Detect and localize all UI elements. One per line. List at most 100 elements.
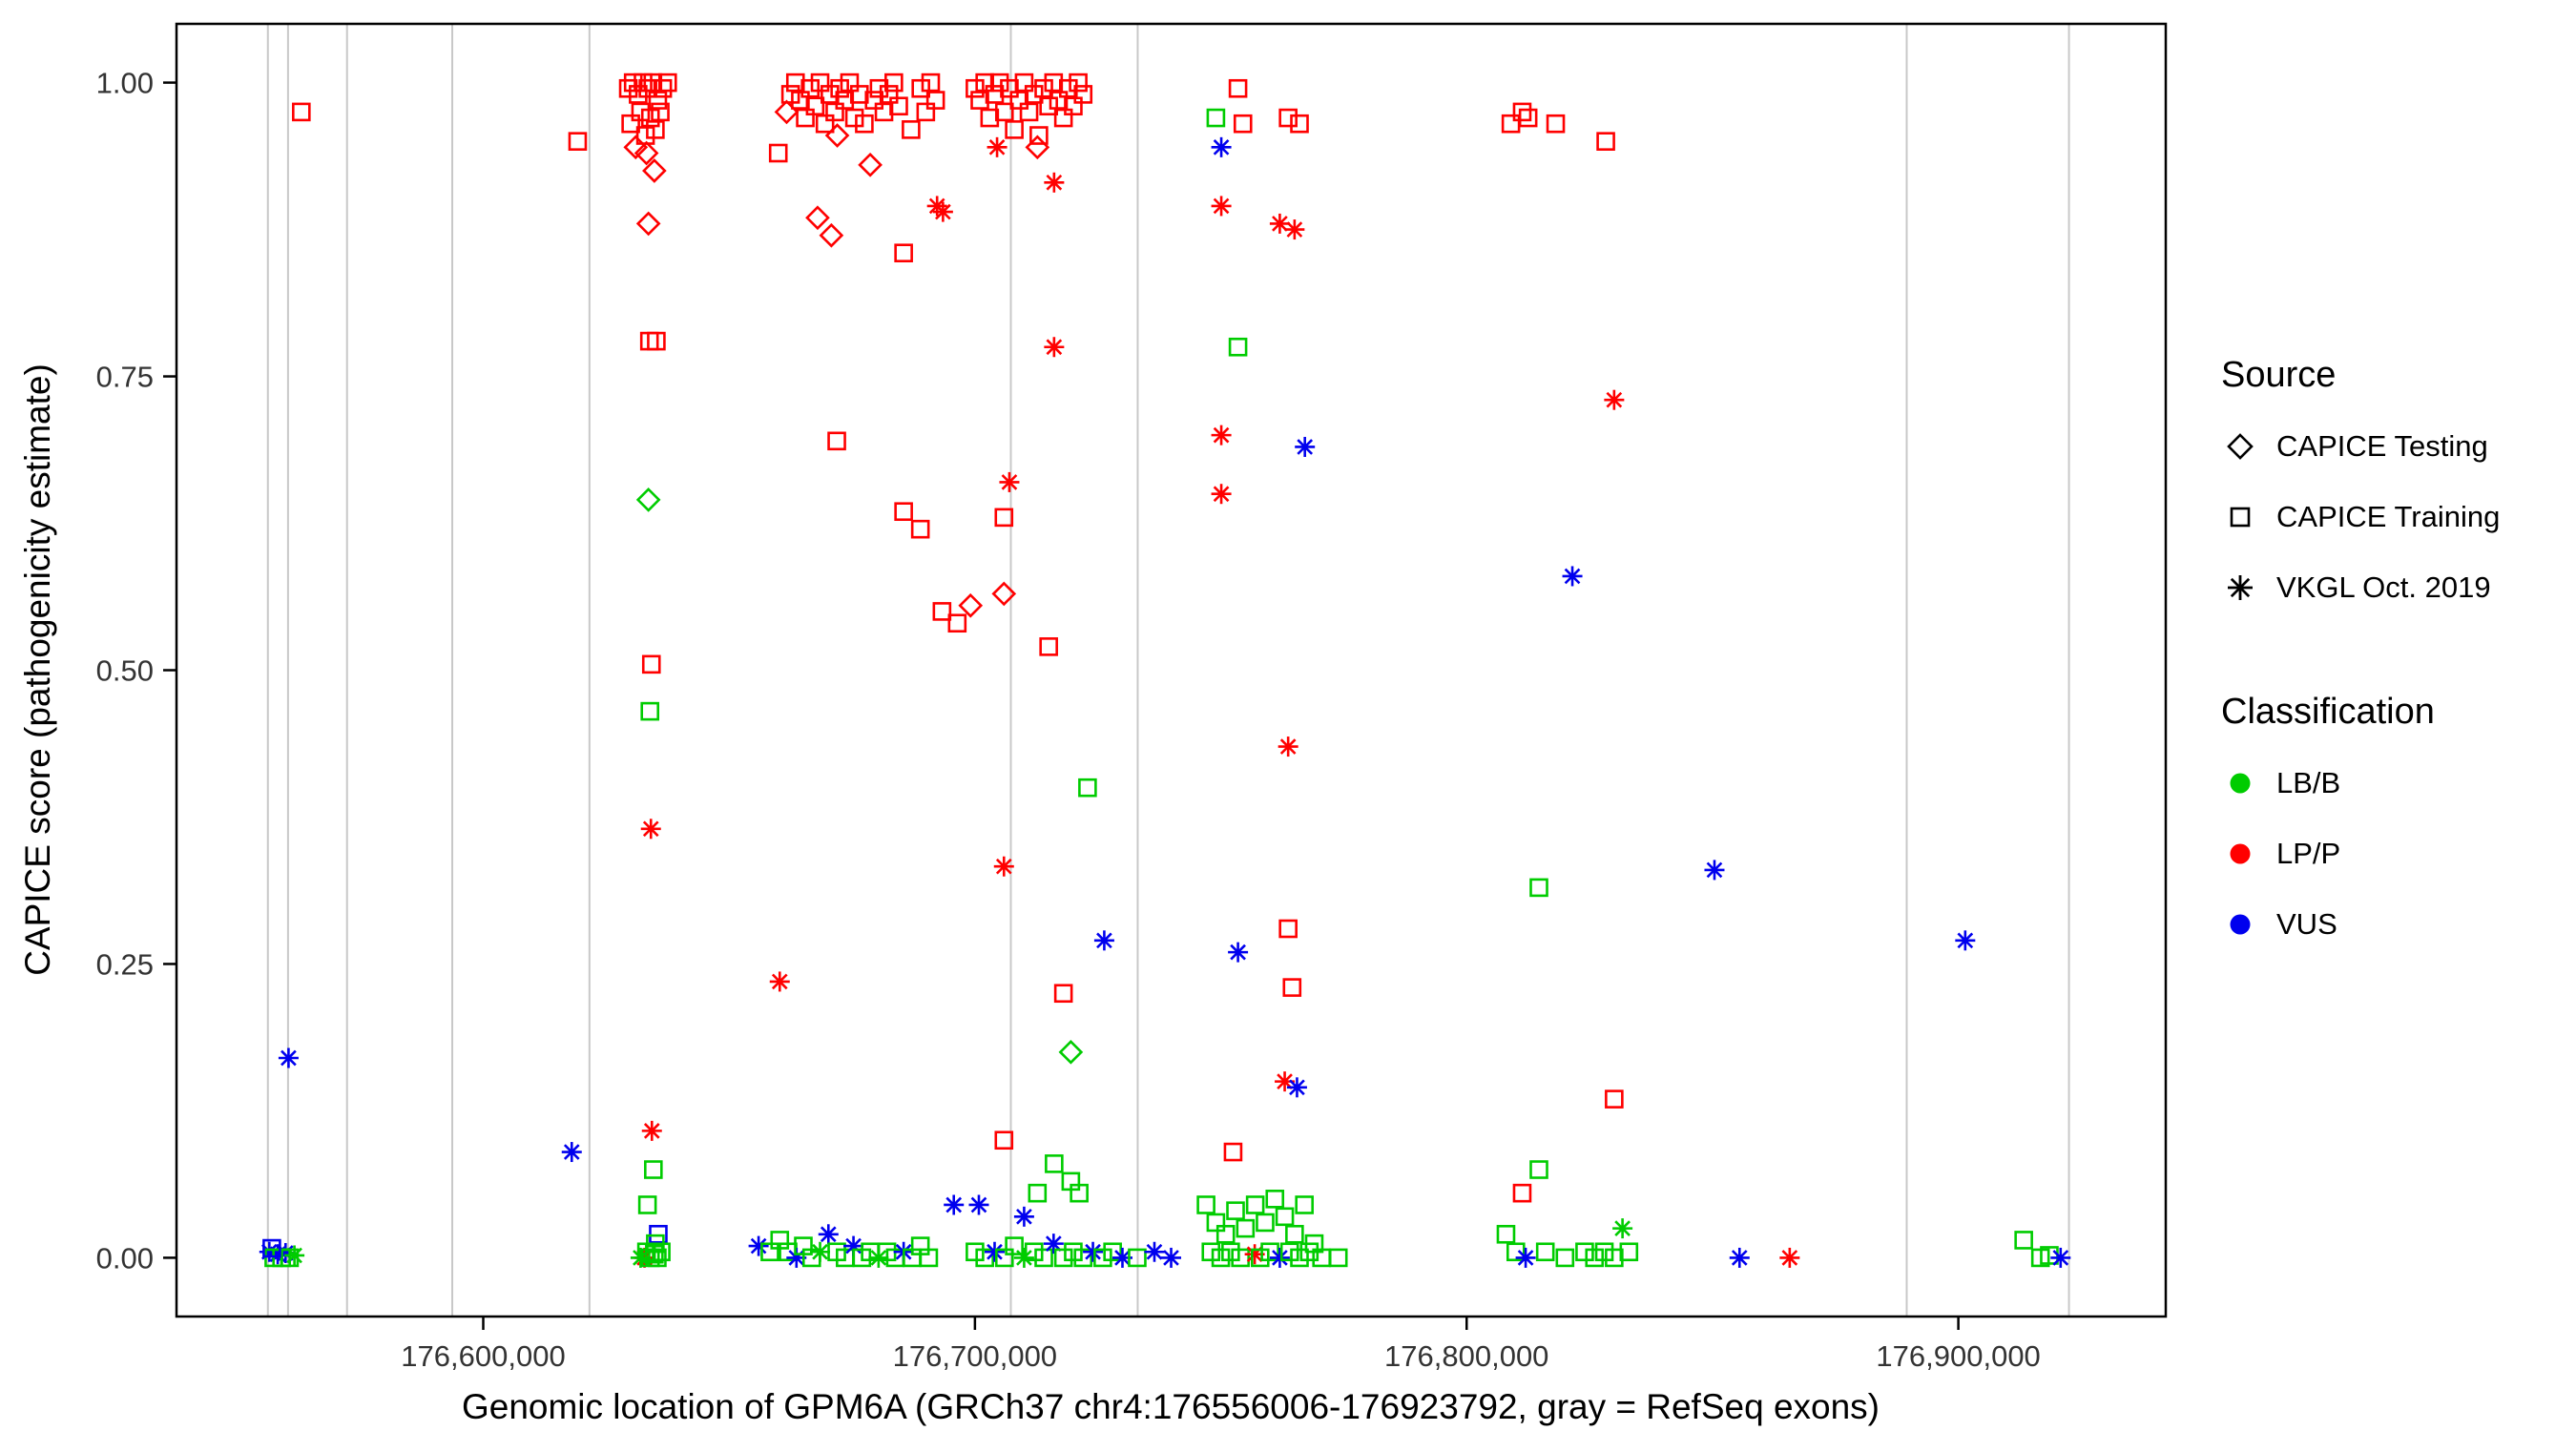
data-point-square <box>1029 126 1049 145</box>
legend-source-item-asterisk: VKGL Oct. 2019 <box>2221 552 2500 623</box>
data-point-square <box>651 102 670 122</box>
data-point-square <box>641 654 661 674</box>
data-point-square <box>1024 85 1044 104</box>
data-point-square <box>568 132 588 151</box>
data-point-square <box>634 73 653 93</box>
legend-classification-item-lb-b-label: LB/B <box>2276 766 2341 799</box>
plot-layer: 176,600,000 176,700,000 176,800,000 176,900… <box>96 22 2168 1373</box>
data-point-square <box>980 108 1000 128</box>
data-point-square <box>902 120 921 139</box>
data-point-asterisk <box>945 1196 963 1213</box>
data-point-asterisk <box>1146 1243 1163 1260</box>
data-point-square <box>1215 1224 1236 1244</box>
data-point-square <box>1594 1242 1614 1262</box>
data-point-square <box>646 1234 665 1254</box>
data-point-asterisk <box>1279 738 1297 755</box>
data-point-square <box>1078 778 1097 798</box>
data-point-diamond <box>635 487 661 512</box>
data-point-square <box>1228 337 1248 357</box>
data-point-diamond <box>635 211 661 237</box>
data-point-square <box>1028 1183 1048 1203</box>
data-point-asterisk <box>1564 568 1581 585</box>
data-point-diamond <box>819 222 844 248</box>
panel-background <box>177 24 2166 1317</box>
data-point-square <box>825 102 844 122</box>
data-point-square <box>1278 919 1298 939</box>
data-point-square <box>966 1242 985 1262</box>
data-point-square <box>637 1195 657 1214</box>
data-point-square <box>919 1248 939 1268</box>
data-point-square <box>1128 1248 1147 1268</box>
data-point-square <box>1221 1242 1240 1262</box>
x-tick-label: 176,600,000 <box>401 1339 565 1373</box>
data-point-square <box>1250 1248 1270 1268</box>
data-point-square <box>1245 1195 1265 1214</box>
data-point-square <box>1605 1248 1624 1268</box>
data-point-asterisk <box>280 1049 297 1067</box>
data-point-square <box>1596 132 1615 151</box>
legend-source-item-square: CAPICE Training <box>2221 482 2500 552</box>
data-point-square <box>1236 1218 1256 1238</box>
data-point-square <box>640 108 660 128</box>
data-point-asterisk <box>970 1196 987 1213</box>
data-point-asterisk <box>1230 944 1246 961</box>
data-point-asterisk <box>1277 1073 1293 1089</box>
data-point-square <box>884 73 904 93</box>
y-tick-label: 0.25 <box>96 947 154 981</box>
data-point-square <box>1034 78 1053 98</box>
data-point-square <box>894 502 913 522</box>
data-point-square <box>975 73 994 93</box>
data-point-square <box>1299 1242 1319 1262</box>
data-point-asterisk <box>642 820 659 838</box>
data-point-square <box>1512 1183 1532 1203</box>
data-point-square <box>1005 1236 1024 1255</box>
data-point-square <box>800 78 821 98</box>
data-point-square <box>911 78 930 98</box>
legend-source-block: Source CAPICE Testing CAPICE Training VKGL… <box>2221 355 2500 623</box>
data-point-square <box>647 331 666 351</box>
data-point-asterisk <box>1289 1079 1305 1096</box>
data-point-square <box>1518 108 1538 128</box>
data-point-square <box>292 102 311 122</box>
y-tick-label: 0.50 <box>96 653 154 687</box>
data-point-asterisk <box>2052 1250 2069 1266</box>
data-point-asterisk <box>1213 197 1230 215</box>
x-tick-label: 176,800,000 <box>1384 1339 1548 1373</box>
data-point-square <box>1034 1248 1053 1268</box>
data-point-square <box>1285 1224 1304 1244</box>
data-point-square <box>835 91 855 110</box>
data-point-square <box>1005 120 1024 139</box>
data-point-square <box>821 85 840 104</box>
data-point-square <box>785 73 805 93</box>
data-point-asterisk <box>750 1237 767 1255</box>
data-point-square <box>879 85 899 104</box>
data-point-square <box>629 85 648 104</box>
data-point-asterisk <box>1606 391 1623 408</box>
data-point-square <box>869 78 889 98</box>
data-point-square <box>1278 108 1298 128</box>
data-point-square <box>1290 1248 1309 1268</box>
data-point-diamond <box>642 158 667 183</box>
data-point-square <box>1279 1242 1299 1262</box>
data-point-diamond <box>805 205 830 231</box>
legend-source-item-diamond-label: CAPICE Testing <box>2276 429 2488 463</box>
data-point-square <box>894 243 913 263</box>
data-point-asterisk <box>1957 932 1974 949</box>
data-point-asterisk <box>1085 1243 1101 1260</box>
data-point-square <box>1605 1089 1624 1109</box>
data-point-square <box>1206 1213 1226 1233</box>
data-point-square <box>916 102 936 122</box>
data-point-square <box>791 91 810 110</box>
data-point-diamond <box>991 581 1017 607</box>
data-point-square <box>780 85 800 104</box>
data-point-asterisk <box>563 1144 580 1160</box>
legend-source-title: Source <box>2221 355 2337 395</box>
data-point-square <box>1226 1201 1245 1220</box>
panel-border <box>175 22 2168 1318</box>
y-tick-label: 0.75 <box>96 360 154 393</box>
data-point-square <box>631 102 651 122</box>
data-point-asterisk <box>1517 1250 1534 1266</box>
data-point-asterisk <box>1272 1250 1288 1266</box>
data-point-square <box>1295 1195 1314 1214</box>
data-point-asterisk <box>935 203 951 220</box>
